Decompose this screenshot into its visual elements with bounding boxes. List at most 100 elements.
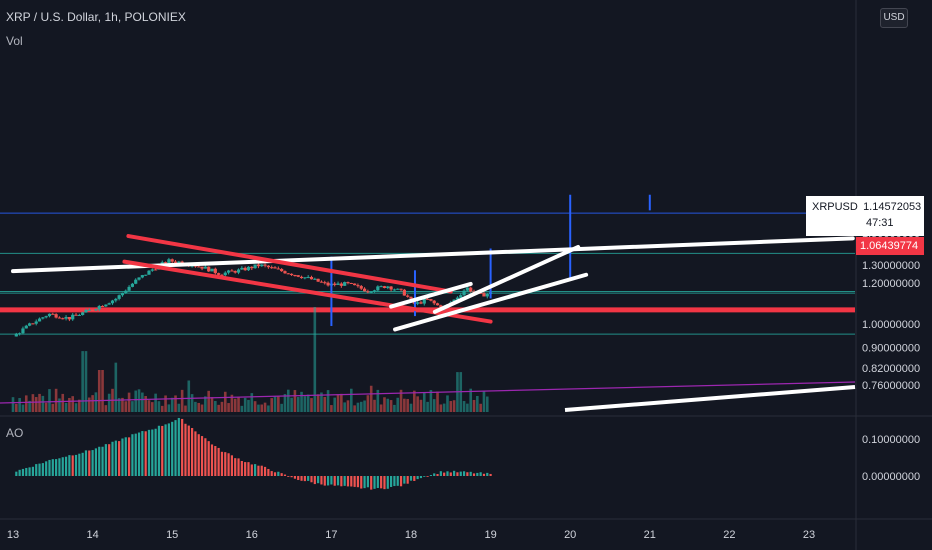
candle-body [144, 274, 148, 276]
candle [14, 332, 18, 337]
ao-bar [390, 476, 393, 487]
ao-bar [124, 437, 127, 476]
candle-body [372, 290, 377, 292]
candle-body [154, 269, 158, 271]
ao-bar [409, 476, 413, 481]
candle-body [77, 315, 81, 317]
volume-bar [220, 401, 224, 412]
volume-bar [376, 389, 380, 412]
volume-bar [214, 400, 217, 412]
volume-bar [54, 388, 58, 412]
candle [21, 326, 25, 335]
ao-bar [98, 446, 101, 476]
volume-bar [160, 405, 164, 412]
currency-badge[interactable]: USD [880, 8, 908, 28]
candle [346, 281, 350, 285]
candle-body [64, 317, 68, 319]
candle [110, 299, 115, 305]
candle-body [21, 328, 25, 334]
candle [482, 291, 486, 297]
ao-bar [403, 476, 406, 484]
ao-bar [393, 476, 396, 487]
ao-bar [118, 441, 121, 476]
candle-body [465, 287, 469, 291]
ao-bar [383, 476, 386, 490]
candle [306, 275, 310, 279]
candle-body [376, 286, 380, 291]
ao-bar [476, 472, 479, 476]
candle [71, 313, 75, 321]
ao-bar [353, 476, 356, 487]
volume-bar [257, 404, 260, 412]
candle-body [250, 266, 254, 269]
ao-bar [94, 448, 98, 476]
candle-body [323, 282, 327, 284]
volume-bar [44, 402, 48, 412]
price-tag-countdown: 47:31 [866, 217, 894, 229]
red-line-price-tag: 1.06439774 [856, 237, 924, 255]
candle-body [432, 300, 436, 304]
candle-body [402, 289, 406, 296]
candle [64, 315, 68, 321]
ao-bar [204, 438, 207, 476]
ao-bar [78, 453, 81, 476]
volume-bar [18, 398, 21, 412]
volume-bar [31, 394, 35, 412]
candle-body [392, 289, 397, 291]
candle-body [276, 268, 280, 270]
ao-bar [164, 424, 167, 476]
candle [419, 300, 423, 305]
candle-body [419, 302, 423, 304]
volume-bar [359, 401, 363, 412]
ao-bar [413, 476, 416, 481]
candle [273, 266, 277, 269]
volume-bar [300, 391, 303, 412]
ao-bar [151, 429, 154, 476]
ao-axis-tick: 0.10000000 [862, 434, 920, 446]
volume-bar [157, 401, 161, 412]
ao-bar [15, 471, 18, 476]
ao-bar [191, 428, 194, 476]
candle [349, 282, 353, 284]
candle [77, 313, 81, 317]
candle [74, 312, 78, 316]
candle [465, 287, 469, 292]
volume-bar [230, 394, 234, 412]
time-axis-tick: 15 [166, 529, 178, 541]
candle [462, 288, 466, 296]
volume-bar [303, 396, 307, 412]
volume-bar [107, 393, 111, 412]
candle [150, 268, 154, 272]
ao-bar [207, 441, 210, 476]
volume-bar [124, 401, 128, 412]
ao-bar [28, 467, 31, 476]
candle [313, 277, 317, 280]
candle-body [74, 314, 78, 316]
volume-bar [177, 403, 181, 412]
candle [24, 324, 28, 329]
candle [44, 315, 48, 319]
trend-line-0 [11, 236, 855, 274]
candle [270, 265, 274, 269]
ao-bar [443, 472, 446, 476]
candle [303, 277, 307, 280]
candle [382, 285, 387, 289]
ao-bar [58, 458, 61, 476]
candle [286, 272, 290, 275]
volume-bar [180, 389, 184, 412]
candle-body [319, 281, 324, 283]
candle-body [286, 273, 290, 275]
ao-bar [177, 417, 180, 476]
candle-body [44, 316, 48, 318]
volume-bar [51, 403, 55, 412]
candle-body [416, 302, 420, 304]
candle-body [210, 268, 214, 272]
candle-body [270, 267, 274, 269]
ao-bar [346, 476, 350, 487]
volume-bar [207, 390, 210, 412]
candle-body [396, 288, 400, 290]
candle [67, 316, 71, 322]
volume-bar [439, 404, 443, 412]
candle-body [386, 286, 390, 288]
